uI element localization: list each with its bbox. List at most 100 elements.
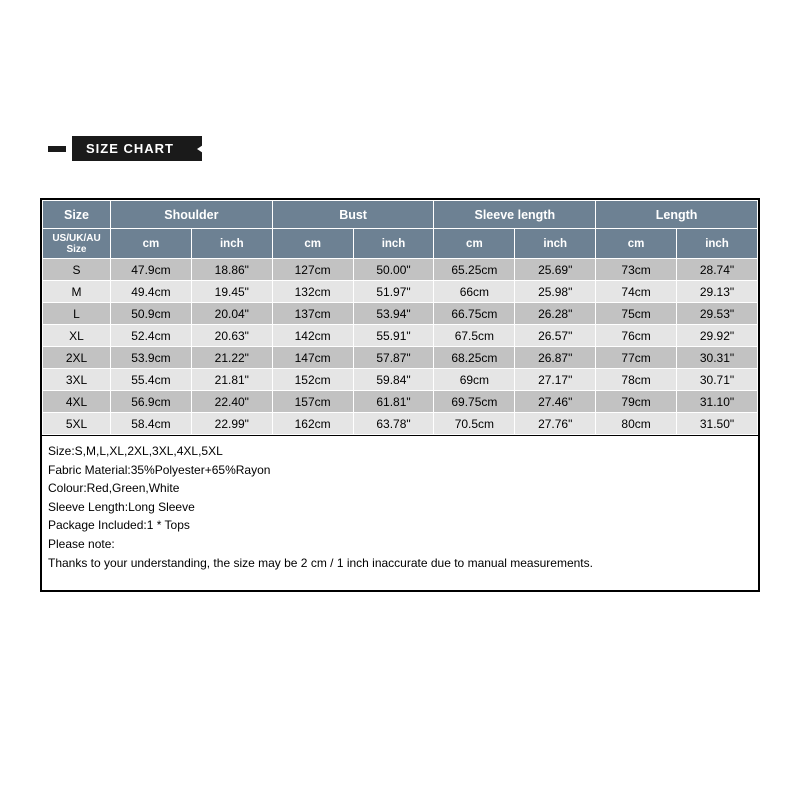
cell-bust_in: 55.91" xyxy=(353,325,434,347)
banner-label: SIZE CHART xyxy=(72,136,202,161)
cell-sleeve_in: 26.28" xyxy=(515,303,596,325)
hdr-size: Size xyxy=(43,201,111,229)
cell-size: 4XL xyxy=(43,391,111,413)
cell-sleeve_in: 25.98" xyxy=(515,281,596,303)
info-line: Sleeve Length:Long Sleeve xyxy=(48,498,752,517)
cell-bust_cm: 142cm xyxy=(272,325,353,347)
cell-shoulder_in: 20.63" xyxy=(191,325,272,347)
banner-notch-icon xyxy=(197,145,203,153)
cell-shoulder_in: 19.45" xyxy=(191,281,272,303)
table-header-row-1: Size Shoulder Bust Sleeve length Length xyxy=(43,201,758,229)
cell-shoulder_in: 22.99" xyxy=(191,413,272,435)
cell-bust_in: 57.87" xyxy=(353,347,434,369)
info-line: Fabric Material:35%Polyester+65%Rayon xyxy=(48,461,752,480)
table-row: 3XL55.4cm21.81"152cm59.84"69cm27.17"78cm… xyxy=(43,369,758,391)
cell-sleeve_in: 26.57" xyxy=(515,325,596,347)
cell-length_in: 28.74" xyxy=(677,259,758,281)
cell-sleeve_in: 26.87" xyxy=(515,347,596,369)
cell-size: L xyxy=(43,303,111,325)
subhdr-bust-cm: cm xyxy=(272,229,353,259)
cell-shoulder_in: 21.22" xyxy=(191,347,272,369)
cell-sleeve_cm: 69.75cm xyxy=(434,391,515,413)
size-chart-container: Size Shoulder Bust Sleeve length Length … xyxy=(40,198,760,592)
subhdr-sleeve-cm: cm xyxy=(434,229,515,259)
cell-size: 2XL xyxy=(43,347,111,369)
cell-size: 5XL xyxy=(43,413,111,435)
cell-shoulder_in: 20.04" xyxy=(191,303,272,325)
cell-bust_in: 51.97" xyxy=(353,281,434,303)
cell-bust_in: 63.78" xyxy=(353,413,434,435)
cell-sleeve_cm: 66cm xyxy=(434,281,515,303)
table-row: 4XL56.9cm22.40"157cm61.81"69.75cm27.46"7… xyxy=(43,391,758,413)
cell-size: 3XL xyxy=(43,369,111,391)
cell-length_cm: 80cm xyxy=(596,413,677,435)
cell-length_cm: 79cm xyxy=(596,391,677,413)
subhdr-bust-in: inch xyxy=(353,229,434,259)
cell-sleeve_cm: 66.75cm xyxy=(434,303,515,325)
cell-length_cm: 74cm xyxy=(596,281,677,303)
info-line: Colour:Red,Green,White xyxy=(48,479,752,498)
cell-bust_cm: 132cm xyxy=(272,281,353,303)
table-row: 2XL53.9cm21.22"147cm57.87"68.25cm26.87"7… xyxy=(43,347,758,369)
cell-sleeve_in: 27.46" xyxy=(515,391,596,413)
size-table: Size Shoulder Bust Sleeve length Length … xyxy=(42,200,758,435)
cell-shoulder_cm: 58.4cm xyxy=(111,413,192,435)
hdr-sleeve: Sleeve length xyxy=(434,201,596,229)
banner-dash xyxy=(48,146,66,152)
cell-shoulder_cm: 49.4cm xyxy=(111,281,192,303)
cell-shoulder_cm: 50.9cm xyxy=(111,303,192,325)
subhdr-length-in: inch xyxy=(677,229,758,259)
cell-shoulder_cm: 52.4cm xyxy=(111,325,192,347)
cell-length_cm: 77cm xyxy=(596,347,677,369)
cell-length_in: 29.13" xyxy=(677,281,758,303)
cell-bust_in: 61.81" xyxy=(353,391,434,413)
size-chart-banner: SIZE CHART xyxy=(48,136,202,161)
hdr-bust: Bust xyxy=(272,201,434,229)
info-block: Size:S,M,L,XL,2XL,3XL,4XL,5XLFabric Mate… xyxy=(42,435,758,590)
cell-sleeve_cm: 68.25cm xyxy=(434,347,515,369)
cell-sleeve_in: 27.76" xyxy=(515,413,596,435)
cell-bust_in: 59.84" xyxy=(353,369,434,391)
cell-bust_cm: 147cm xyxy=(272,347,353,369)
cell-bust_cm: 162cm xyxy=(272,413,353,435)
subhdr-shoulder-cm: cm xyxy=(111,229,192,259)
cell-bust_cm: 157cm xyxy=(272,391,353,413)
subhdr-shoulder-in: inch xyxy=(191,229,272,259)
table-row: S47.9cm18.86"127cm50.00"65.25cm25.69"73c… xyxy=(43,259,758,281)
subhdr-size-text: US/UK/AU Size xyxy=(43,233,110,255)
info-line: Please note: xyxy=(48,535,752,554)
table-body: S47.9cm18.86"127cm50.00"65.25cm25.69"73c… xyxy=(43,259,758,435)
cell-length_cm: 78cm xyxy=(596,369,677,391)
cell-bust_cm: 137cm xyxy=(272,303,353,325)
subhdr-sleeve-in: inch xyxy=(515,229,596,259)
cell-bust_in: 53.94" xyxy=(353,303,434,325)
info-line: Package Included:1 * Tops xyxy=(48,516,752,535)
cell-shoulder_in: 18.86" xyxy=(191,259,272,281)
hdr-length: Length xyxy=(596,201,758,229)
cell-shoulder_in: 22.40" xyxy=(191,391,272,413)
cell-sleeve_in: 25.69" xyxy=(515,259,596,281)
table-row: L50.9cm20.04"137cm53.94"66.75cm26.28"75c… xyxy=(43,303,758,325)
subhdr-size: US/UK/AU Size xyxy=(43,229,111,259)
subhdr-length-cm: cm xyxy=(596,229,677,259)
cell-size: M xyxy=(43,281,111,303)
hdr-shoulder: Shoulder xyxy=(111,201,273,229)
cell-sleeve_in: 27.17" xyxy=(515,369,596,391)
table-row: XL52.4cm20.63"142cm55.91"67.5cm26.57"76c… xyxy=(43,325,758,347)
cell-shoulder_cm: 47.9cm xyxy=(111,259,192,281)
cell-bust_cm: 127cm xyxy=(272,259,353,281)
cell-sleeve_cm: 65.25cm xyxy=(434,259,515,281)
cell-length_cm: 76cm xyxy=(596,325,677,347)
cell-length_in: 29.53" xyxy=(677,303,758,325)
cell-sleeve_cm: 70.5cm xyxy=(434,413,515,435)
banner-text: SIZE CHART xyxy=(86,141,174,156)
cell-size: S xyxy=(43,259,111,281)
cell-shoulder_in: 21.81" xyxy=(191,369,272,391)
cell-size: XL xyxy=(43,325,111,347)
cell-length_in: 31.10" xyxy=(677,391,758,413)
cell-length_in: 30.71" xyxy=(677,369,758,391)
table-row: M49.4cm19.45"132cm51.97"66cm25.98"74cm29… xyxy=(43,281,758,303)
cell-length_in: 29.92" xyxy=(677,325,758,347)
cell-bust_in: 50.00" xyxy=(353,259,434,281)
info-line: Thanks to your understanding, the size m… xyxy=(48,554,752,573)
